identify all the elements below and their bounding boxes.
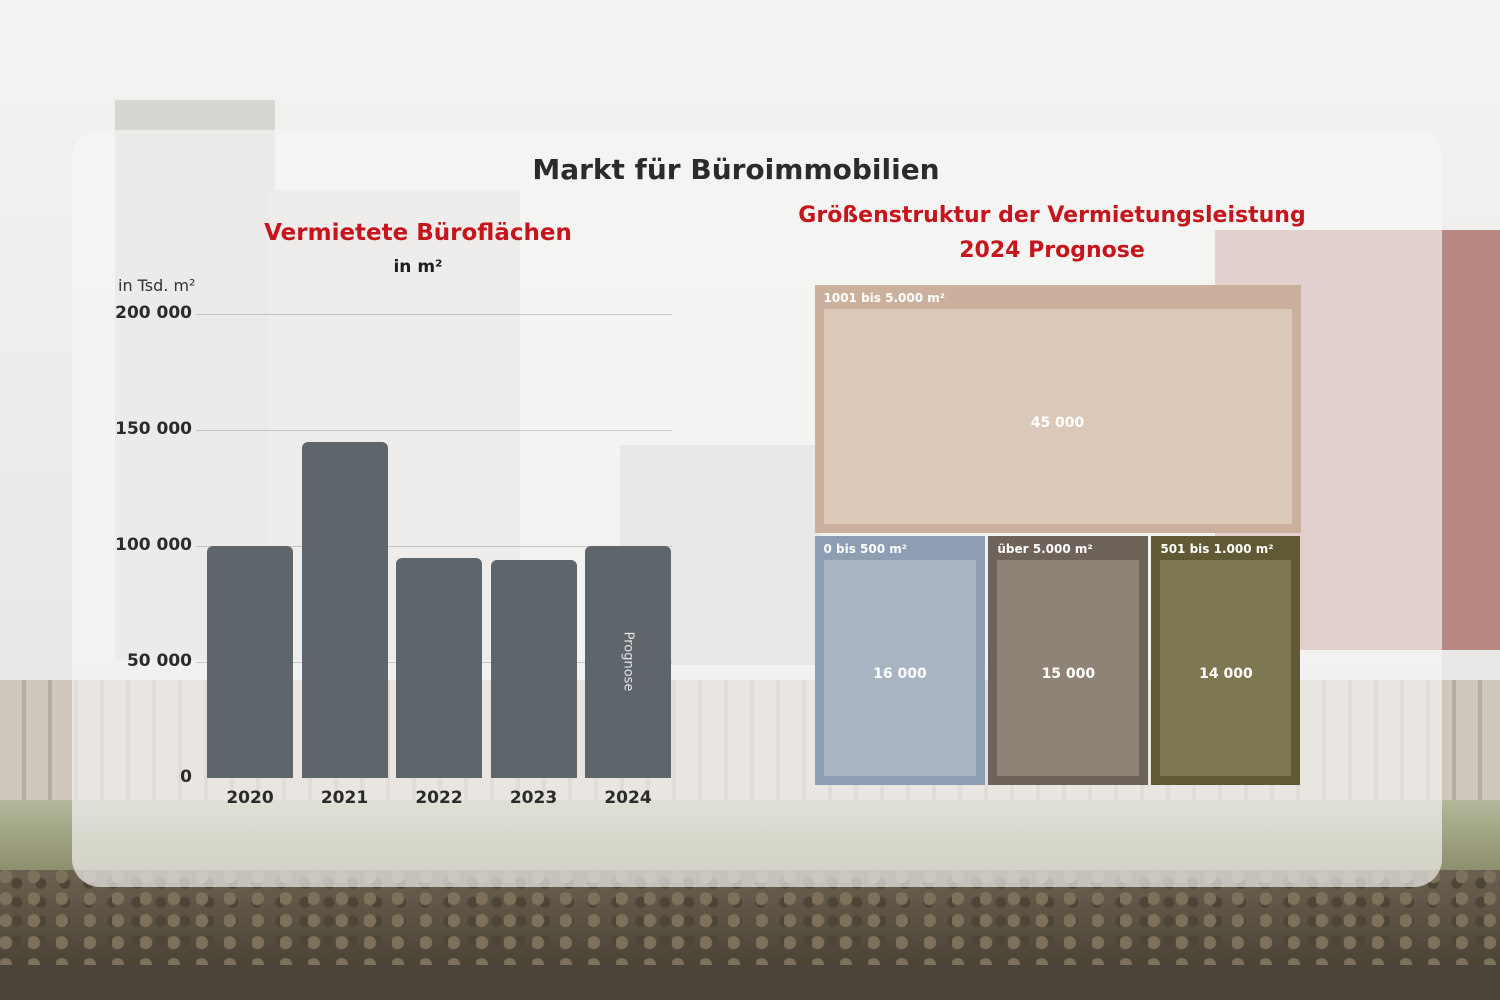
water xyxy=(0,965,1500,1000)
bar-2021 xyxy=(301,441,388,778)
bar-2024 xyxy=(585,546,671,778)
bar-chart-title: Vermietete Büroflächen xyxy=(264,220,572,246)
treemap-tile-inner xyxy=(823,560,977,776)
treemap-tile-value: 14 000 xyxy=(1199,666,1253,683)
treemap-tile-inner xyxy=(823,308,1292,524)
bar-note: Prognose xyxy=(620,631,636,692)
bar-2020 xyxy=(207,546,293,778)
grid-line xyxy=(196,314,672,315)
treemap-tile: 501 bis 1.000 m² 14 000 xyxy=(1151,536,1301,785)
x-tick-label: 2024 xyxy=(604,788,652,808)
treemap-tile-inner xyxy=(1160,560,1292,776)
treemap-tile-label: 1001 bis 5.000 m² xyxy=(823,290,946,305)
y-tick-label: 0 xyxy=(180,767,192,787)
treemap-tile: über 5.000 m² 15 000 xyxy=(988,536,1149,785)
treemap-tile-value: 16 000 xyxy=(873,666,927,683)
treemap-tile: 0 bis 500 m² 16 000 xyxy=(814,536,986,785)
treemap-tile-label: 0 bis 500 m² xyxy=(823,542,908,556)
treemap-tile-inner xyxy=(997,560,1140,776)
bar-chart-subtitle: in m² xyxy=(393,257,443,277)
x-tick-label: 2023 xyxy=(509,788,558,808)
treemap-title: Größenstruktur der Vermietungsleistung xyxy=(798,203,1306,228)
y-axis-label: in Tsd. m² xyxy=(118,276,196,295)
treemap-subtitle: 2024 Prognose xyxy=(959,238,1145,263)
bar-2022 xyxy=(396,557,482,778)
x-tick-label: 2021 xyxy=(320,788,369,808)
y-tick-label: 100 000 xyxy=(115,535,192,555)
treemap-tile-value: 45 000 xyxy=(1030,414,1085,431)
y-tick-label: 150 000 xyxy=(115,419,192,439)
treemap-tile-label: über 5.000 m² xyxy=(997,542,1093,556)
page-title: Markt für Büroimmobilien xyxy=(532,153,940,186)
y-tick-label: 50 000 xyxy=(126,651,192,671)
y-tick-label: 200 000 xyxy=(115,303,192,323)
grid-line xyxy=(196,546,672,547)
bar-2023 xyxy=(490,559,577,778)
treemap-tile-label: 501 bis 1.000 m² xyxy=(1160,542,1274,556)
grid-line xyxy=(196,430,672,431)
x-tick-label: 2020 xyxy=(226,788,274,808)
treemap-tile: 1001 bis 5.000 m² 45 000 xyxy=(814,284,1301,533)
x-tick-label: 2022 xyxy=(415,788,463,808)
treemap-tile-value: 15 000 xyxy=(1041,666,1096,683)
